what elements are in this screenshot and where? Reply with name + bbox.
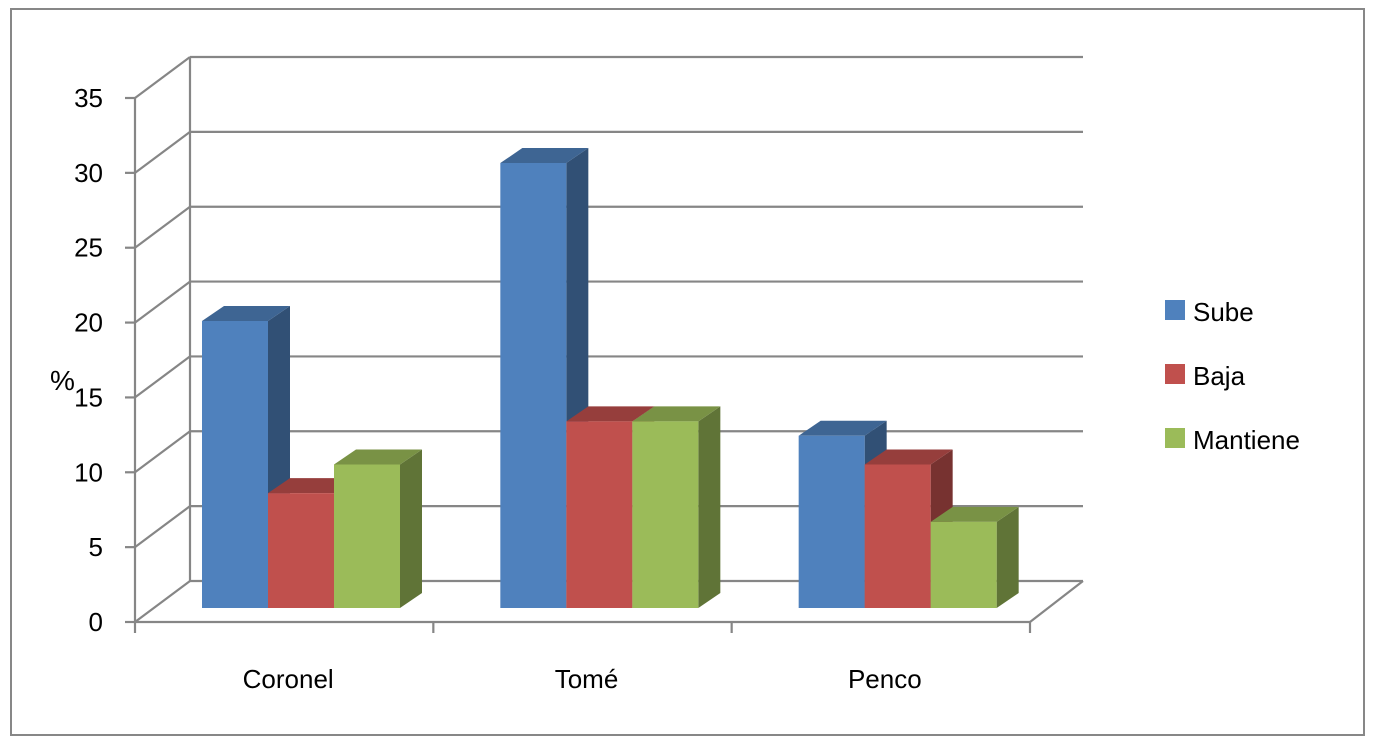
bar-top-mantiene xyxy=(632,406,721,422)
bar-sube xyxy=(500,163,567,608)
legend-label-baja: Baja xyxy=(1193,361,1246,391)
side-gridline xyxy=(134,580,191,623)
legend-swatch-baja xyxy=(1165,364,1185,384)
bar-mantiene xyxy=(334,464,400,608)
bar-side-mantiene xyxy=(698,406,721,608)
bar-baja xyxy=(864,464,931,608)
side-gridline xyxy=(134,56,191,99)
side-gridline xyxy=(134,205,191,249)
side-gridline xyxy=(134,505,191,549)
legend-swatch-mantiene xyxy=(1165,428,1185,448)
bar-side-mantiene xyxy=(996,506,1019,608)
x-category-label: Coronel xyxy=(243,664,334,694)
bar-top-mantiene xyxy=(930,506,1019,522)
y-tick-label: 5 xyxy=(89,532,103,562)
bar-baja xyxy=(566,421,633,608)
x-category-label: Tomé xyxy=(555,664,619,694)
side-gridline xyxy=(134,280,191,324)
y-tick-label: 35 xyxy=(74,83,103,113)
bar-top-sube xyxy=(798,420,887,436)
bar-top-baja xyxy=(864,449,953,465)
bar-sube xyxy=(202,320,268,608)
side-gridline xyxy=(134,430,191,474)
y-tick-label: 15 xyxy=(74,382,103,412)
side-gridline xyxy=(134,355,191,399)
bar-top-sube xyxy=(202,305,290,321)
x-category-label: Penco xyxy=(848,664,922,694)
side-gridline xyxy=(134,130,191,174)
legend-label-mantiene: Mantiene xyxy=(1193,425,1300,455)
y-tick-label: 25 xyxy=(74,233,103,263)
y-tick-label: 0 xyxy=(89,607,103,637)
legend-label-sube: Sube xyxy=(1193,297,1254,327)
y-tick-label: 10 xyxy=(74,457,103,487)
bar-mantiene xyxy=(930,521,997,608)
bar-mantiene xyxy=(632,421,699,608)
bar-top-baja xyxy=(566,406,655,422)
bar-sube xyxy=(798,435,865,608)
y-axis-label: % xyxy=(50,365,75,396)
bar-baja xyxy=(268,493,334,608)
y-tick-label: 30 xyxy=(74,158,103,188)
y-tick-label: 20 xyxy=(74,308,103,338)
bar-side-mantiene xyxy=(400,449,422,608)
bar-top-sube xyxy=(500,148,589,164)
floor-edge xyxy=(1029,580,1084,623)
bar-top-mantiene xyxy=(334,449,422,465)
legend-swatch-sube xyxy=(1165,300,1185,320)
